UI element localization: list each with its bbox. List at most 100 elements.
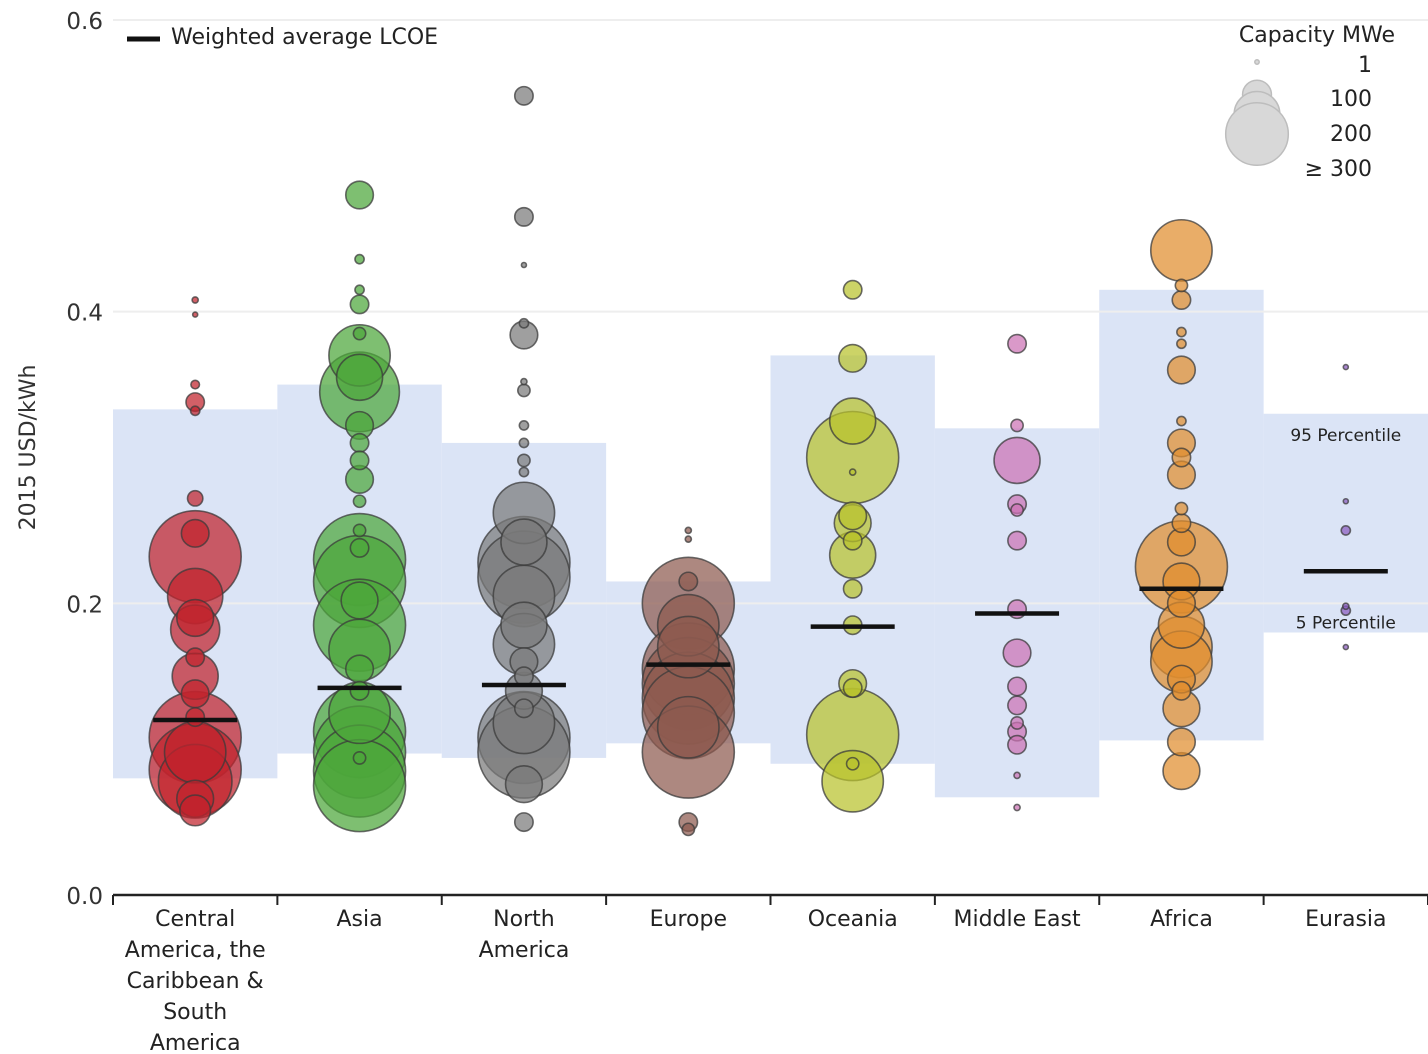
bubbles: [148, 85, 1352, 837]
legend-average-label: Weighted average LCOE: [171, 25, 438, 50]
data-bubble: [344, 654, 375, 684]
data-bubble: [352, 494, 367, 509]
data-bubble: [354, 253, 365, 265]
data-bubble: [1342, 497, 1350, 505]
legend-size-label: ≥ 300: [1305, 157, 1372, 182]
data-bubble: [504, 764, 544, 804]
data-bubble: [335, 353, 384, 402]
data-bubble: [848, 468, 857, 476]
data-bubble: [684, 526, 693, 535]
data-bubble: [517, 453, 531, 468]
x-category-label: America: [479, 938, 570, 963]
data-bubble: [845, 756, 860, 771]
data-bubble: [1176, 338, 1187, 350]
data-bubble: [1171, 513, 1192, 534]
data-bubble: [349, 537, 370, 558]
annotations: 95 Percentile 5 Percentile: [1290, 426, 1401, 634]
data-bubble: [838, 343, 868, 373]
percentile-95-label: 95 Percentile: [1290, 426, 1401, 446]
x-category-label: Africa: [1150, 907, 1213, 932]
data-bubble: [352, 750, 367, 765]
data-bubble: [500, 601, 548, 650]
x-category-label: Oceania: [808, 907, 898, 932]
data-bubble: [681, 822, 696, 837]
data-bubble: [678, 571, 699, 592]
x-category-label: Middle East: [953, 907, 1081, 932]
data-bubble: [1171, 447, 1192, 468]
data-bubble: [1013, 771, 1021, 780]
x-category-label: South: [163, 1000, 227, 1025]
y-tick-label: 0.0: [66, 884, 103, 910]
data-bubble: [1342, 363, 1350, 371]
x-category-label: Caribbean &: [127, 969, 264, 994]
legend-size-circle: [1224, 101, 1290, 167]
legend-size-title: Capacity MWe: [1239, 23, 1395, 48]
data-bubble: [828, 397, 877, 445]
data-bubble: [1171, 680, 1192, 701]
data-bubble: [1007, 734, 1028, 755]
data-bubble: [1340, 525, 1352, 536]
data-bubble: [344, 180, 375, 210]
data-bubble: [684, 535, 693, 544]
data-bubble: [518, 317, 530, 329]
data-bubble: [1010, 715, 1024, 730]
data-bubble: [518, 437, 530, 449]
data-bubble: [352, 523, 367, 538]
data-bubble: [520, 261, 528, 269]
legend: Weighted average LCOE Capacity MWe 1 100 200…: [127, 23, 1395, 182]
axes: 0.0 0.2 0.4 0.6 2015 USD/kWh Central America, …: [16, 9, 1428, 1054]
x-category-label: North: [493, 907, 555, 932]
data-bubble: [993, 436, 1041, 485]
data-bubble: [1342, 643, 1350, 651]
x-category-label: Central: [155, 907, 235, 932]
data-bubble: [1007, 530, 1028, 551]
x-category-label: America, the: [125, 938, 266, 963]
data-bubble: [179, 794, 212, 827]
data-bubble: [1007, 676, 1028, 697]
x-category-label: Europe: [650, 907, 727, 932]
y-tick-label: 0.2: [66, 592, 103, 618]
data-bubble: [352, 326, 367, 341]
data-bubble: [842, 677, 863, 698]
data-bubble: [513, 698, 534, 719]
data-bubble: [175, 598, 215, 638]
data-bubble: [842, 530, 863, 551]
x-category-label: America: [150, 1031, 241, 1050]
legend-size-label: 200: [1330, 122, 1372, 147]
data-bubble: [349, 450, 370, 471]
data-bubble: [842, 279, 863, 300]
data-bubble: [842, 578, 863, 599]
data-bubble: [513, 206, 534, 227]
data-bubble: [349, 432, 370, 453]
data-bubble: [513, 666, 534, 687]
data-bubble: [1341, 602, 1350, 611]
weighted-average-lines: [153, 569, 1388, 723]
data-bubble: [500, 518, 548, 566]
data-bubble: [180, 518, 210, 548]
x-category-label: Eurasia: [1305, 907, 1386, 932]
data-bubble: [163, 720, 227, 784]
data-bubble: [1174, 501, 1189, 516]
data-bubble: [190, 379, 201, 390]
data-bubble: [1149, 218, 1213, 282]
legend-size-label: 1: [1358, 53, 1372, 78]
data-bubble: [1010, 503, 1024, 517]
data-bubble: [821, 749, 885, 813]
data-bubble: [513, 85, 534, 106]
data-bubble: [180, 679, 210, 709]
data-bubble: [189, 405, 201, 417]
y-axis-label: 2015 USD/kWh: [16, 365, 41, 531]
data-bubble: [191, 296, 200, 304]
data-bubble: [513, 812, 534, 833]
data-bubble: [1002, 638, 1032, 668]
data-bubble: [191, 311, 199, 318]
data-bubble: [186, 489, 204, 507]
data-bubble: [1176, 326, 1187, 338]
data-bubble: [354, 284, 365, 296]
percentile-5-label: 5 Percentile: [1296, 614, 1396, 634]
data-bubble: [185, 647, 206, 668]
data-bubble: [185, 707, 206, 728]
data-bubble: [1013, 803, 1021, 812]
